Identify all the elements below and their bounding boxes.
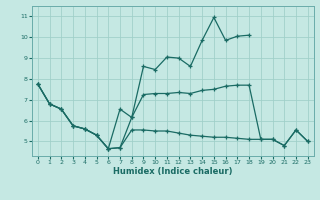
X-axis label: Humidex (Indice chaleur): Humidex (Indice chaleur) <box>113 167 233 176</box>
